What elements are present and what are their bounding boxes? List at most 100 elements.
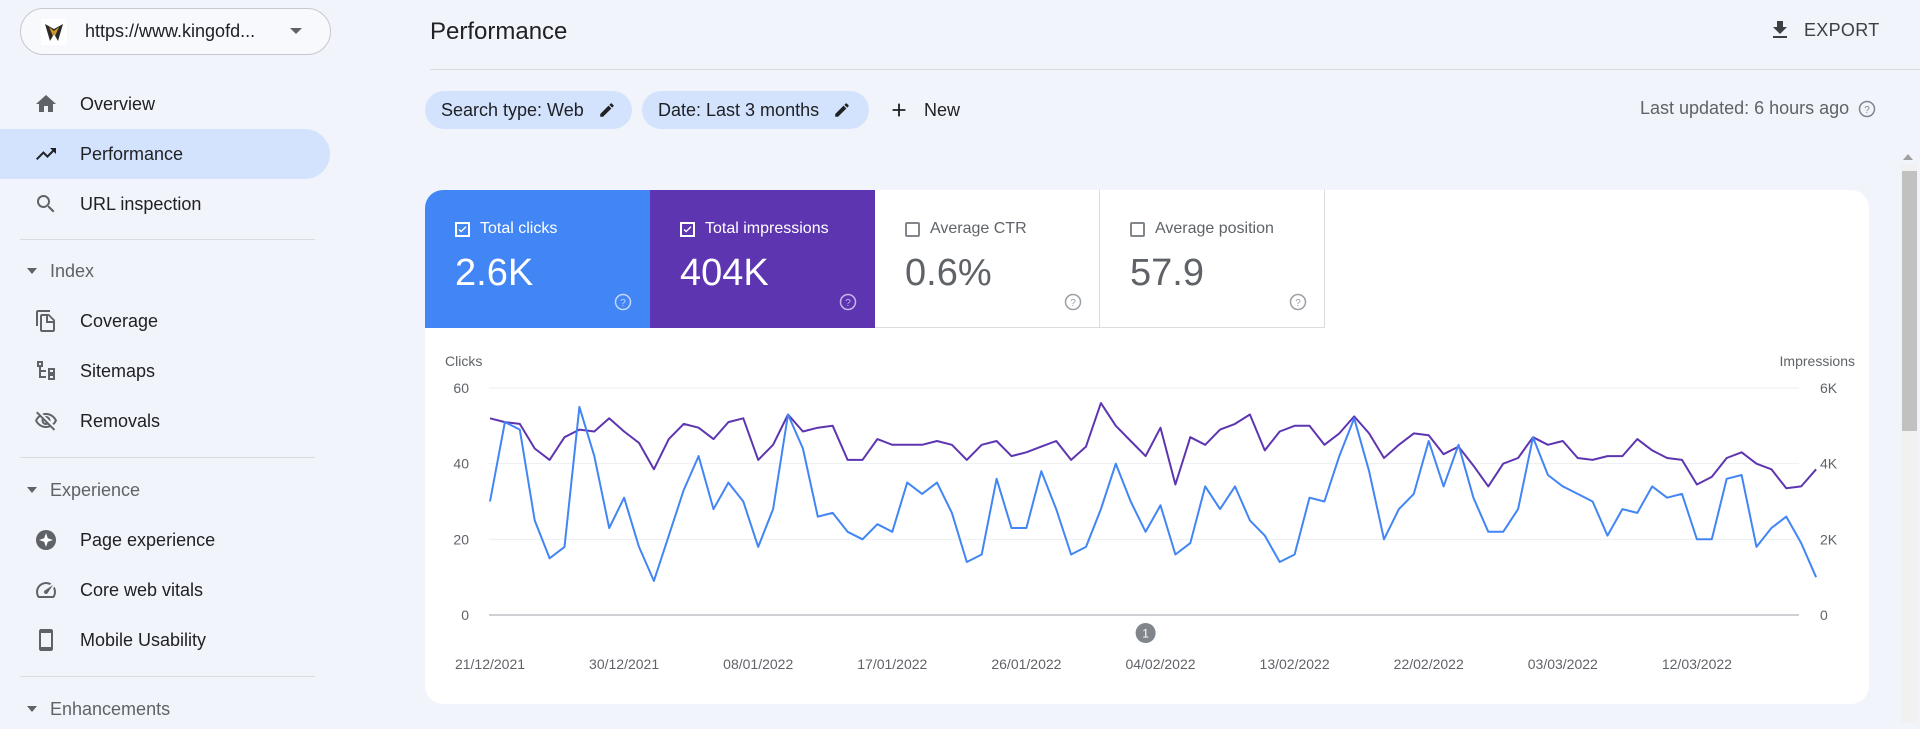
metric-card-total-clicks[interactable]: Total clicks 2.6K ? — [425, 190, 650, 328]
property-url: https://www.kingofd... — [85, 21, 256, 41]
new-filter-label: New — [924, 99, 961, 120]
sidebar-item-url-inspection[interactable]: URL inspection — [0, 179, 330, 229]
sidebar-item-label: Sitemaps — [80, 361, 156, 381]
svg-text:?: ? — [620, 298, 626, 309]
search-icon — [37, 195, 55, 213]
y-tick-label-right: 4K — [1820, 456, 1838, 472]
pencil-icon — [835, 103, 849, 117]
x-tick-label: 21/12/2021 — [455, 656, 525, 672]
caret-down-icon — [27, 268, 37, 274]
export-label: EXPORT — [1804, 19, 1880, 40]
y-axis-right-title: Impressions — [1780, 353, 1855, 369]
checkbox-checked-icon[interactable] — [680, 222, 695, 237]
sidebar-item-sitemaps[interactable]: Sitemaps — [0, 346, 330, 396]
section-label: Enhancements — [50, 699, 171, 719]
sitemap-icon — [37, 361, 55, 380]
metric-value: 2.6K — [455, 252, 534, 294]
home-icon — [36, 95, 56, 112]
section-header-index[interactable]: Index — [0, 251, 330, 291]
y-tick-label-right: 6K — [1820, 380, 1838, 396]
metric-card-average-position[interactable]: Average position 57.9 ? — [1100, 190, 1325, 328]
help-icon[interactable]: ? — [1857, 99, 1877, 119]
sidebar-item-overview[interactable]: Overview — [0, 79, 330, 129]
date-filter-chip[interactable]: Date: Last 3 months — [642, 91, 869, 129]
property-selector[interactable]: https://www.kingofd... — [20, 8, 331, 55]
section-label: Index — [50, 261, 95, 281]
download-icon — [1773, 21, 1787, 38]
trending-up-icon — [36, 148, 56, 160]
y-tick-label-left: 20 — [453, 531, 469, 547]
scrollbar-thumb[interactable] — [1902, 171, 1917, 431]
sidebar-item-label: Removals — [80, 411, 161, 431]
pencil-icon — [600, 103, 614, 117]
sidebar-item-label: Core web vitals — [80, 580, 204, 600]
series-line-impressions — [489, 402, 1817, 490]
checkbox-unchecked-icon[interactable] — [1130, 222, 1145, 237]
chevron-down-icon — [290, 28, 302, 34]
sidebar-item-performance[interactable]: Performance — [0, 129, 330, 179]
annotation-label: 1 — [1142, 627, 1149, 641]
checkbox-checked-icon[interactable] — [455, 222, 470, 237]
file-copy-icon — [36, 310, 55, 332]
y-axis-left-title: Clicks — [445, 353, 482, 369]
help-icon[interactable]: ? — [613, 292, 633, 312]
metric-card-total-impressions[interactable]: Total impressions 404K ? — [650, 190, 875, 328]
performance-card: Total clicks 2.6K ? Total impressions 40… — [425, 190, 1869, 704]
sidebar-item-label: Mobile Usability — [80, 630, 207, 650]
section-header-experience[interactable]: Experience — [0, 470, 330, 510]
last-updated-text: Last updated: 6 hours ago — [1640, 98, 1850, 118]
x-tick-label: 30/12/2021 — [589, 656, 659, 672]
header-divider — [430, 69, 1920, 70]
metric-label: Average CTR — [930, 220, 1027, 237]
sidebar-item-label: Coverage — [80, 311, 159, 331]
help-icon[interactable]: ? — [838, 292, 858, 312]
caret-down-icon — [27, 706, 37, 712]
export-button[interactable]: EXPORT — [1768, 12, 1880, 48]
sidebar-item-mobile-usability[interactable]: Mobile Usability — [0, 615, 330, 665]
chip-label: Date: Last 3 months — [658, 99, 820, 120]
sidebar-item-coverage[interactable]: Coverage — [0, 296, 330, 346]
section-header-enhancements[interactable]: Enhancements — [0, 689, 330, 729]
metric-value: 404K — [680, 252, 769, 294]
y-tick-label-right: 2K — [1820, 531, 1838, 547]
metric-card-average-ctr[interactable]: Average CTR 0.6% ? — [875, 190, 1100, 328]
svg-text:?: ? — [1295, 298, 1301, 309]
metric-value: 57.9 — [1130, 252, 1204, 294]
x-tick-label: 12/03/2022 — [1662, 656, 1732, 672]
sidebar-item-core-web-vitals[interactable]: Core web vitals — [0, 565, 330, 615]
metric-label: Total impressions — [705, 220, 829, 237]
sidebar-divider — [20, 457, 315, 458]
sidebar-divider — [20, 676, 315, 677]
help-icon[interactable]: ? — [1288, 292, 1308, 312]
page-title: Performance — [430, 18, 568, 45]
smartphone-icon — [39, 629, 53, 651]
x-tick-label: 22/02/2022 — [1394, 656, 1464, 672]
sidebar-item-label: Page experience — [80, 530, 216, 550]
speed-gauge-icon — [36, 582, 56, 598]
svg-text:?: ? — [845, 298, 851, 309]
performance-chart[interactable]: Clicks Impressions 0 20 40 60 0 2K 4K 6K 21/12/202… — [425, 190, 1869, 704]
x-tick-label: 13/02/2022 — [1260, 656, 1330, 672]
sidebar-item-label: URL inspection — [80, 194, 202, 214]
y-tick-label-left: 40 — [453, 456, 469, 472]
metric-value: 0.6% — [905, 252, 992, 294]
annotation-marker — [1135, 623, 1156, 643]
sidebar-item-page-experience[interactable]: Page experience — [0, 515, 330, 565]
plus-icon — [892, 103, 906, 117]
y-tick-label-right: 0 — [1820, 607, 1828, 623]
site-favicon-icon — [41, 18, 67, 45]
y-tick-label-left: 0 — [461, 607, 469, 623]
search-type-filter-chip[interactable]: Search type: Web — [425, 91, 632, 129]
chip-label: Search type: Web — [441, 99, 584, 120]
scroll-up-arrow-icon[interactable] — [1903, 154, 1913, 160]
series-line-clicks — [489, 405, 1818, 582]
checkbox-unchecked-icon[interactable] — [905, 222, 920, 237]
new-filter-button[interactable]: New — [888, 91, 960, 129]
x-tick-label: 26/01/2022 — [991, 656, 1061, 672]
page-experience-icon — [36, 530, 56, 550]
x-tick-label: 08/01/2022 — [723, 656, 793, 672]
section-label: Experience — [50, 480, 141, 500]
help-icon[interactable]: ? — [1063, 292, 1083, 312]
sidebar-item-removals[interactable]: Removals — [0, 396, 330, 446]
x-tick-label: 04/02/2022 — [1125, 656, 1195, 672]
